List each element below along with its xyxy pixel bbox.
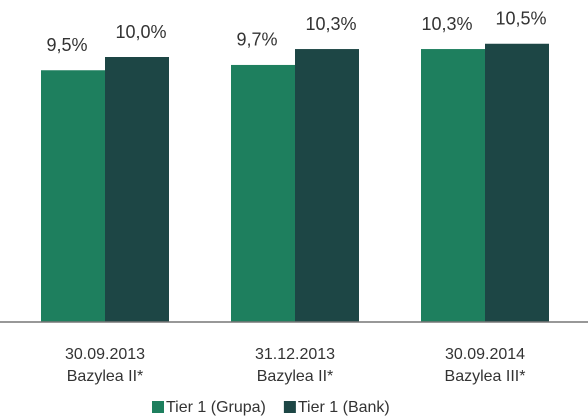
legend-swatch — [152, 401, 164, 413]
x-tick-label: Bazylea II* — [67, 368, 143, 385]
legend-label: Tier 1 (Bank) — [298, 399, 390, 416]
value-label: 10,3% — [421, 14, 472, 34]
bar — [421, 49, 485, 323]
legend-swatch — [283, 401, 296, 413]
x-tick-label: Bazylea III* — [445, 368, 526, 385]
bar — [41, 70, 105, 322]
bar — [485, 43, 549, 322]
value-label: 10,0% — [115, 22, 166, 42]
value-label: 10,5% — [495, 9, 546, 29]
x-tick-label: 30.09.2013 — [65, 346, 145, 363]
value-label: 10,3% — [305, 14, 356, 34]
x-tick-label: 30.09.2014 — [445, 346, 525, 363]
bar — [231, 64, 295, 322]
value-label: 9,5% — [46, 35, 87, 55]
x-tick-label: Bazylea II* — [257, 368, 333, 385]
bar — [105, 57, 169, 322]
value-label: 9,7% — [236, 30, 277, 50]
x-tick-label: 31.12.2013 — [255, 346, 335, 363]
bar — [295, 49, 359, 323]
legend-label: Tier 1 (Grupa) — [166, 399, 266, 416]
